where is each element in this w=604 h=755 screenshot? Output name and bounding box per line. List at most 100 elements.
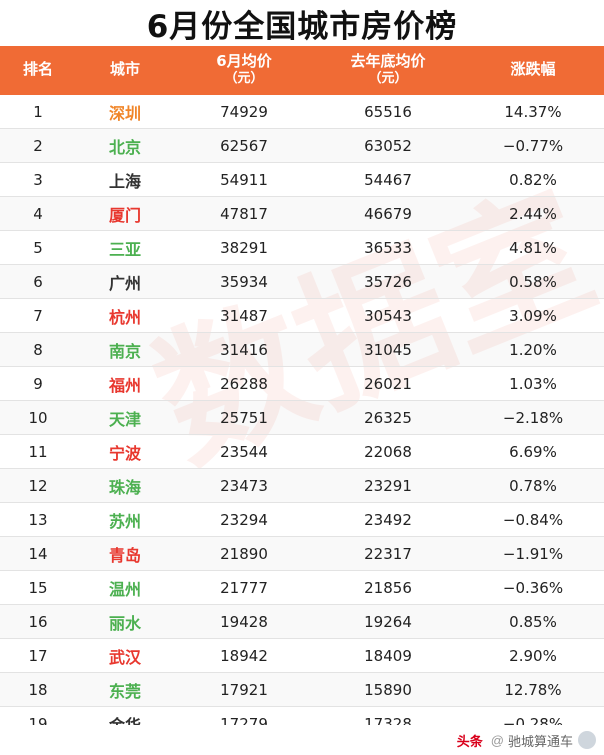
cell-june-price: 54911 (174, 162, 314, 197)
cell-rank: 11 (0, 434, 76, 469)
column-header-change-label: 涨跌幅 (510, 60, 556, 79)
cell-city: 青岛 (76, 536, 174, 571)
cell-last-year-price: 22068 (314, 434, 462, 469)
cell-june-price: 31487 (174, 298, 314, 333)
cell-city: 福州 (76, 366, 174, 401)
cell-city: 东莞 (76, 672, 174, 707)
column-header-june-price: 6月均价 （元） (174, 46, 314, 95)
cell-rank: 9 (0, 366, 76, 401)
column-header-june-price-unit: （元） (224, 70, 264, 86)
cell-rank: 12 (0, 468, 76, 503)
footer-author: 驰城算通车 (507, 734, 573, 750)
cell-last-year-price: 26325 (314, 400, 462, 435)
cell-rank: 8 (0, 332, 76, 367)
table-row: 11 宁波 23544 22068 6.69% (0, 434, 604, 469)
cell-city: 天津 (76, 400, 174, 435)
cell-change: −0.84% (462, 502, 604, 537)
table-row: 13 苏州 23294 23492 −0.84% (0, 502, 604, 537)
cell-city: 苏州 (76, 502, 174, 537)
cell-change: −0.77% (462, 128, 604, 163)
table-row: 5 三亚 38291 36533 4.81% (0, 230, 604, 265)
page-title: 6月份全国城市房价榜 (146, 8, 458, 45)
table-body: 1 深圳 74929 65516 14.37% 2 北京 62567 63052 −0.77% 3 上… (0, 95, 604, 755)
cell-city: 厦门 (76, 196, 174, 231)
cell-last-year-price: 23291 (314, 468, 462, 503)
cell-city: 上海 (76, 162, 174, 197)
cell-city: 宁波 (76, 434, 174, 469)
cell-june-price: 19428 (174, 604, 314, 639)
cell-june-price: 17921 (174, 672, 314, 707)
cell-june-price: 25751 (174, 400, 314, 435)
table-row: 17 武汉 18942 18409 2.90% (0, 638, 604, 673)
cell-change: 2.44% (462, 196, 604, 231)
cell-june-price: 26288 (174, 366, 314, 401)
cell-change: 2.90% (462, 638, 604, 673)
cell-change: −1.91% (462, 536, 604, 571)
column-header-rank: 排名 (0, 46, 76, 95)
cell-last-year-price: 19264 (314, 604, 462, 639)
cell-city: 广州 (76, 264, 174, 299)
cell-rank: 1 (0, 95, 76, 129)
cell-city: 丽水 (76, 604, 174, 639)
cell-city: 杭州 (76, 298, 174, 333)
table-row: 1 深圳 74929 65516 14.37% (0, 95, 604, 129)
cell-last-year-price: 22317 (314, 536, 462, 571)
cell-rank: 17 (0, 638, 76, 673)
cell-city: 珠海 (76, 468, 174, 503)
cell-city: 深圳 (76, 95, 174, 129)
table-header-row: 排名 城市 6月均价 （元） 去年底均价 （元） 涨跌幅 (0, 46, 604, 95)
cell-change: 6.69% (462, 434, 604, 469)
cell-rank: 14 (0, 536, 76, 571)
avatar (578, 731, 596, 749)
cell-june-price: 35934 (174, 264, 314, 299)
cell-last-year-price: 18409 (314, 638, 462, 673)
table-row: 10 天津 25751 26325 −2.18% (0, 400, 604, 435)
cell-last-year-price: 36533 (314, 230, 462, 265)
cell-last-year-price: 46679 (314, 196, 462, 231)
cell-rank: 5 (0, 230, 76, 265)
page-title-bar: 6月份全国城市房价榜 (0, 0, 604, 46)
cell-change: 1.03% (462, 366, 604, 401)
column-header-city: 城市 (76, 46, 174, 95)
cell-city: 三亚 (76, 230, 174, 265)
table-row: 12 珠海 23473 23291 0.78% (0, 468, 604, 503)
table-row: 16 丽水 19428 19264 0.85% (0, 604, 604, 639)
cell-rank: 10 (0, 400, 76, 435)
table-row: 2 北京 62567 63052 −0.77% (0, 128, 604, 163)
cell-rank: 18 (0, 672, 76, 707)
footer-bar: 头条 @ 驰城算通车 (0, 725, 604, 755)
cell-rank: 7 (0, 298, 76, 333)
cell-last-year-price: 63052 (314, 128, 462, 163)
cell-rank: 2 (0, 128, 76, 163)
cell-rank: 6 (0, 264, 76, 299)
table-row: 7 杭州 31487 30543 3.09% (0, 298, 604, 333)
toutiao-logo: 头条 (456, 734, 483, 750)
cell-last-year-price: 54467 (314, 162, 462, 197)
cell-last-year-price: 35726 (314, 264, 462, 299)
cell-june-price: 31416 (174, 332, 314, 367)
table-row: 18 东莞 17921 15890 12.78% (0, 672, 604, 707)
cell-june-price: 21890 (174, 536, 314, 571)
cell-last-year-price: 21856 (314, 570, 462, 605)
cell-rank: 15 (0, 570, 76, 605)
column-header-change: 涨跌幅 (462, 46, 604, 95)
cell-change: 0.85% (462, 604, 604, 639)
cell-june-price: 38291 (174, 230, 314, 265)
cell-change: 3.09% (462, 298, 604, 333)
cell-city: 北京 (76, 128, 174, 163)
cell-rank: 3 (0, 162, 76, 197)
cell-city: 武汉 (76, 638, 174, 673)
table-row: 14 青岛 21890 22317 −1.91% (0, 536, 604, 571)
cell-rank: 16 (0, 604, 76, 639)
cell-change: −0.36% (462, 570, 604, 605)
column-header-june-price-label: 6月均价 (216, 52, 272, 70)
cell-last-year-price: 26021 (314, 366, 462, 401)
cell-june-price: 21777 (174, 570, 314, 605)
cell-change: 14.37% (462, 95, 604, 129)
cell-change: −2.18% (462, 400, 604, 435)
cell-last-year-price: 65516 (314, 95, 462, 129)
cell-june-price: 18942 (174, 638, 314, 673)
column-header-last-year-price-label: 去年底均价 (350, 52, 426, 70)
column-header-last-year-price: 去年底均价 （元） (314, 46, 462, 95)
